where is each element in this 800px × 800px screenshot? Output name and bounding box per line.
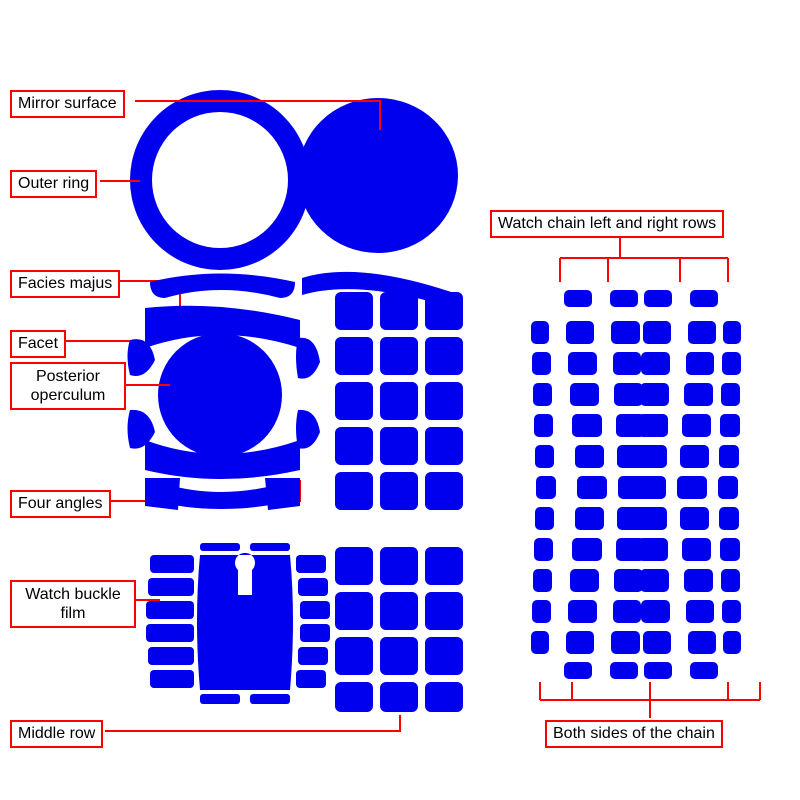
label-watch-chain-rows: Watch chain left and right rows — [490, 210, 724, 238]
label-watch-buckle-film: Watch bucklefilm — [10, 580, 136, 628]
label-posterior-operculum: Posterioroperculum — [10, 362, 126, 410]
label-middle-row: Middle row — [10, 720, 103, 748]
label-outer-ring: Outer ring — [10, 170, 97, 198]
label-both-sides-chain: Both sides of the chain — [545, 720, 723, 748]
mirror-surface-shape — [298, 98, 458, 253]
outer-ring-shape — [130, 90, 310, 270]
label-facet: Facet — [10, 330, 66, 358]
label-mirror-surface: Mirror surface — [10, 90, 125, 118]
label-four-angles: Four angles — [10, 490, 111, 518]
posterior-operculum-shape — [158, 333, 282, 457]
label-facies-majus: Facies majus — [10, 270, 120, 298]
